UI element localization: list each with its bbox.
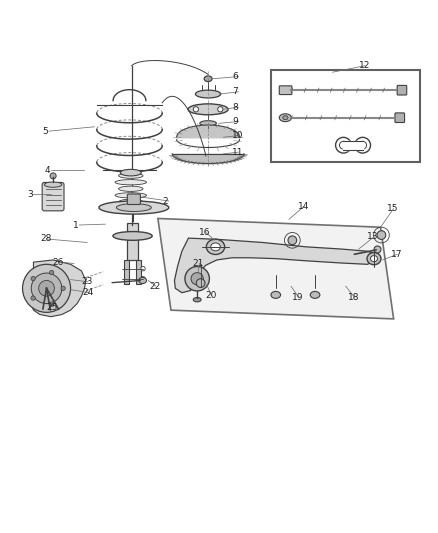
Ellipse shape bbox=[120, 169, 141, 176]
Text: 1: 1 bbox=[73, 221, 78, 230]
Polygon shape bbox=[174, 238, 376, 293]
Text: 6: 6 bbox=[232, 72, 238, 81]
Text: 11: 11 bbox=[232, 148, 244, 157]
Circle shape bbox=[377, 231, 386, 239]
Ellipse shape bbox=[193, 297, 201, 302]
Ellipse shape bbox=[200, 120, 216, 126]
Polygon shape bbox=[158, 219, 394, 319]
Text: 28: 28 bbox=[40, 235, 51, 244]
Ellipse shape bbox=[374, 246, 381, 253]
Ellipse shape bbox=[139, 277, 147, 284]
Circle shape bbox=[191, 272, 203, 285]
Ellipse shape bbox=[195, 90, 221, 98]
Ellipse shape bbox=[211, 243, 220, 251]
Text: 17: 17 bbox=[391, 250, 402, 259]
Bar bbox=[137, 260, 141, 284]
Ellipse shape bbox=[206, 239, 225, 254]
Circle shape bbox=[288, 236, 297, 245]
FancyBboxPatch shape bbox=[127, 194, 141, 205]
FancyBboxPatch shape bbox=[395, 113, 405, 123]
Circle shape bbox=[31, 273, 62, 304]
Polygon shape bbox=[30, 260, 86, 317]
Text: 13: 13 bbox=[367, 232, 379, 241]
Text: 3: 3 bbox=[27, 190, 33, 199]
Ellipse shape bbox=[119, 173, 143, 179]
Ellipse shape bbox=[271, 292, 281, 298]
Text: 10: 10 bbox=[232, 131, 244, 140]
Circle shape bbox=[22, 264, 71, 312]
Circle shape bbox=[49, 302, 54, 306]
Ellipse shape bbox=[115, 180, 147, 185]
FancyBboxPatch shape bbox=[397, 85, 407, 95]
Bar bbox=[127, 223, 138, 260]
Ellipse shape bbox=[119, 186, 143, 191]
Bar bbox=[272, 70, 420, 161]
Text: 22: 22 bbox=[149, 281, 160, 290]
Circle shape bbox=[31, 296, 35, 300]
Circle shape bbox=[31, 277, 35, 281]
Text: 12: 12 bbox=[359, 61, 370, 70]
Ellipse shape bbox=[99, 201, 169, 214]
Text: 16: 16 bbox=[199, 228, 211, 237]
Circle shape bbox=[339, 141, 347, 149]
Text: 8: 8 bbox=[232, 103, 238, 111]
Circle shape bbox=[218, 107, 223, 112]
Text: 2: 2 bbox=[162, 197, 168, 206]
FancyBboxPatch shape bbox=[279, 86, 292, 94]
Text: 9: 9 bbox=[232, 117, 238, 126]
Ellipse shape bbox=[367, 253, 381, 265]
Ellipse shape bbox=[120, 202, 142, 208]
Ellipse shape bbox=[279, 114, 291, 122]
Bar bbox=[124, 260, 129, 284]
Text: 25: 25 bbox=[46, 303, 58, 312]
Text: 20: 20 bbox=[205, 291, 216, 300]
Ellipse shape bbox=[44, 182, 62, 187]
Ellipse shape bbox=[283, 116, 288, 120]
Circle shape bbox=[185, 266, 209, 291]
Circle shape bbox=[141, 266, 145, 271]
Ellipse shape bbox=[115, 193, 147, 198]
Text: 15: 15 bbox=[387, 204, 399, 213]
Circle shape bbox=[196, 279, 205, 287]
Text: 18: 18 bbox=[348, 293, 359, 302]
Text: 4: 4 bbox=[44, 166, 50, 175]
FancyBboxPatch shape bbox=[42, 182, 64, 211]
Circle shape bbox=[49, 270, 54, 274]
Text: 5: 5 bbox=[42, 127, 48, 136]
Circle shape bbox=[193, 107, 198, 112]
Text: 14: 14 bbox=[297, 202, 309, 211]
Circle shape bbox=[355, 138, 371, 153]
Text: 23: 23 bbox=[81, 277, 93, 286]
Circle shape bbox=[359, 141, 367, 149]
Ellipse shape bbox=[310, 292, 320, 298]
Circle shape bbox=[336, 138, 351, 153]
Ellipse shape bbox=[188, 104, 228, 115]
Circle shape bbox=[39, 280, 54, 296]
Text: 19: 19 bbox=[292, 293, 304, 302]
Ellipse shape bbox=[119, 199, 143, 205]
Ellipse shape bbox=[371, 256, 378, 262]
Ellipse shape bbox=[117, 204, 151, 212]
Text: 24: 24 bbox=[83, 288, 94, 297]
Ellipse shape bbox=[204, 76, 212, 82]
Circle shape bbox=[61, 286, 65, 290]
Circle shape bbox=[50, 173, 56, 179]
Ellipse shape bbox=[113, 231, 152, 240]
Text: 21: 21 bbox=[193, 259, 204, 268]
Text: 26: 26 bbox=[52, 257, 64, 266]
Circle shape bbox=[141, 277, 145, 281]
Text: 7: 7 bbox=[232, 87, 238, 96]
